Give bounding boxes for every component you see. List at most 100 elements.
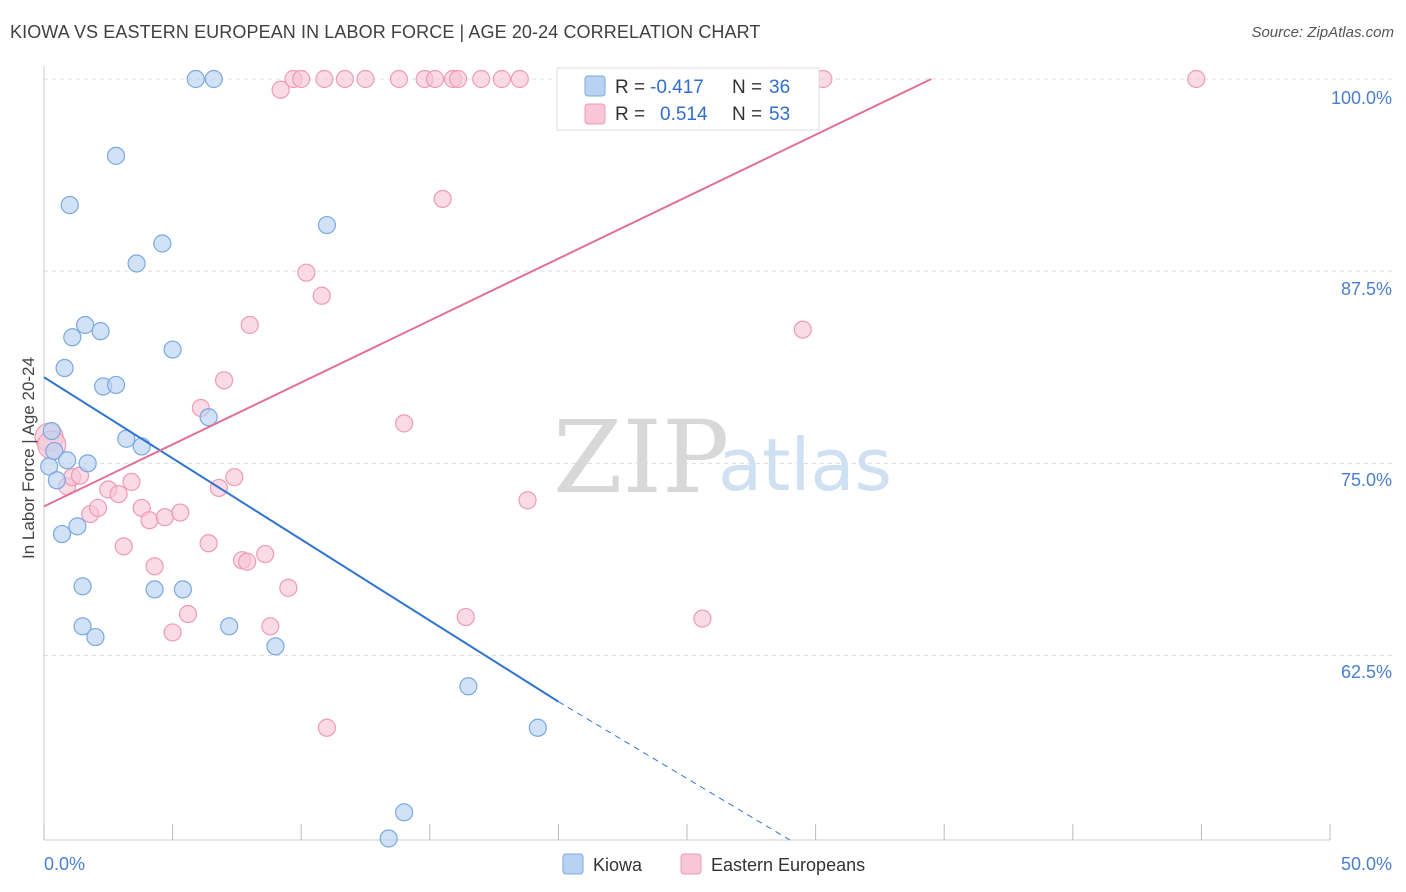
y-tick-100: 100.0% <box>1331 88 1392 108</box>
kiowa-point-18 <box>106 146 126 165</box>
kiowa-point-1 <box>42 421 61 441</box>
kiowa-point-34 <box>459 677 478 696</box>
eastern-europeans-point-51 <box>793 320 812 339</box>
eastern-europeans-point-37 <box>356 69 375 89</box>
chart-title: KIOWA VS EASTERN EUROPEAN IN LABOR FORCE… <box>10 22 761 42</box>
kiowa-point-7 <box>60 195 79 215</box>
legend-n-value-kiowa: 36 <box>769 77 790 98</box>
eastern-europeans-trend-line <box>43 78 932 508</box>
eastern-europeans-point-22 <box>225 468 244 487</box>
kiowa-point-15 <box>91 322 110 341</box>
eastern-europeans-point-31 <box>292 69 311 89</box>
watermark-zip: ZIP <box>553 399 729 516</box>
bottom-legend-swatch-eu <box>680 853 702 875</box>
y-tick-87-5: 87.5% <box>1341 279 1392 299</box>
bottom-legend-swatch-kiowa <box>562 853 584 875</box>
eastern-europeans-point-26 <box>256 544 275 564</box>
eastern-europeans-point-45 <box>456 607 475 627</box>
legend-swatch-eastern-europeans <box>584 103 606 125</box>
source-credit: Source: ZipAtlas.com <box>1251 24 1394 41</box>
eastern-europeans-point-47 <box>492 69 511 89</box>
eastern-europeans-point-38 <box>389 69 409 89</box>
kiowa-point-3 <box>47 471 66 490</box>
eastern-europeans-point-35 <box>317 718 337 737</box>
kiowa-point-11 <box>73 617 92 636</box>
eastern-europeans-point-46 <box>472 69 491 89</box>
kiowa-point-17 <box>106 375 126 395</box>
kiowa-point-12 <box>76 315 95 335</box>
eastern-europeans-point-15 <box>163 623 182 642</box>
kiowa-point-29 <box>220 617 239 636</box>
eastern-europeans-point-24 <box>238 552 257 571</box>
eastern-europeans-point-9 <box>114 537 133 556</box>
bottom-legend-label-eu: Eastern Europeans <box>711 855 865 875</box>
kiowa-point-31 <box>317 215 337 235</box>
kiowa-point-13 <box>78 454 97 473</box>
kiowa-point-24 <box>163 340 182 359</box>
kiowa-point-10 <box>73 577 92 596</box>
bottom-legend: Kiowa Eastern Europeans <box>562 853 865 875</box>
legend-r-label-kiowa: R = <box>615 77 645 98</box>
eastern-europeans-point-27 <box>261 617 280 636</box>
kiowa-point-33 <box>394 803 414 822</box>
eastern-europeans-point-44 <box>448 69 468 89</box>
eastern-europeans-point-21 <box>214 371 234 390</box>
kiowa-points <box>40 69 547 848</box>
kiowa-trend-extension <box>558 701 791 841</box>
kiowa-point-4 <box>52 524 72 544</box>
kiowa-point-27 <box>199 408 218 427</box>
eastern-europeans-point-33 <box>312 286 331 305</box>
legend-n-label-eu: N = <box>732 104 762 125</box>
eastern-europeans-point-34 <box>315 69 334 89</box>
eastern-europeans-point-39 <box>394 414 414 433</box>
x-tick-min: 0.0% <box>44 854 85 874</box>
eastern-europeans-point-10 <box>122 472 141 491</box>
kiowa-point-5 <box>55 358 74 378</box>
kiowa-point-21 <box>132 437 151 456</box>
legend-r-value-kiowa: -0.417 <box>650 77 704 98</box>
kiowa-point-32 <box>379 829 398 848</box>
watermark: ZIP atlas <box>553 399 892 516</box>
eastern-europeans-point-12 <box>140 511 159 530</box>
eastern-europeans-point-14 <box>155 508 174 527</box>
kiowa-trend-line <box>43 376 559 703</box>
kiowa-point-8 <box>63 328 82 347</box>
legend-swatch-kiowa <box>584 75 606 97</box>
eastern-europeans-point-17 <box>178 604 198 624</box>
kiowa-point-2 <box>45 441 64 461</box>
eastern-europeans-point-49 <box>518 491 537 510</box>
watermark-atlas: atlas <box>718 423 892 507</box>
kiowa-point-6 <box>58 451 77 470</box>
kiowa-point-26 <box>186 69 205 89</box>
eastern-europeans-point-16 <box>171 503 190 522</box>
trend-lines <box>43 78 932 841</box>
kiowa-point-30 <box>266 637 285 656</box>
legend-r-label-eu: R = <box>615 104 645 125</box>
eastern-europeans-point-53 <box>1187 69 1206 89</box>
kiowa-point-35 <box>528 718 547 737</box>
eastern-europeans-point-36 <box>335 69 355 89</box>
y-tick-62-5: 62.5% <box>1341 662 1392 682</box>
kiowa-point-28 <box>204 69 223 89</box>
legend-n-label-kiowa: N = <box>732 77 762 98</box>
eastern-europeans-point-29 <box>271 80 290 99</box>
eastern-europeans-point-48 <box>510 69 529 89</box>
y-tick-75: 75.0% <box>1341 470 1392 490</box>
eastern-europeans-point-42 <box>433 189 452 209</box>
eastern-europeans-point-41 <box>425 69 445 89</box>
stats-legend: R = -0.417 N = 36 R = 0.514 N = 53 <box>556 67 820 131</box>
legend-n-value-eu: 53 <box>769 104 790 125</box>
eastern-europeans-point-8 <box>109 484 128 504</box>
legend-r-value-eu: 0.514 <box>660 104 708 125</box>
y-axis-label: In Labor Force | Age 20-24 <box>19 357 38 559</box>
eastern-europeans-point-19 <box>199 534 218 553</box>
x-tick-max: 50.0% <box>1341 854 1392 874</box>
eastern-europeans-point-13 <box>145 557 164 576</box>
kiowa-point-25 <box>173 580 192 599</box>
kiowa-point-14 <box>86 627 105 647</box>
eastern-europeans-point-50 <box>693 609 712 628</box>
kiowa-point-20 <box>127 254 146 273</box>
eastern-europeans-point-25 <box>240 315 259 335</box>
eastern-europeans-point-6 <box>88 498 108 518</box>
